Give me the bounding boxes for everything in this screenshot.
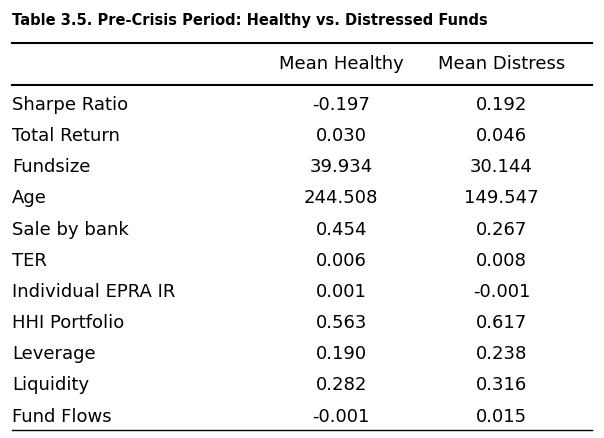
Text: -0.001: -0.001 (313, 407, 370, 425)
Text: 30.144: 30.144 (470, 158, 533, 176)
Text: Total Return: Total Return (12, 127, 120, 145)
Text: 244.508: 244.508 (304, 189, 379, 207)
Text: Table 3.5. Pre-Crisis Period: Healthy vs. Distressed Funds: Table 3.5. Pre-Crisis Period: Healthy vs… (12, 13, 488, 28)
Text: 0.001: 0.001 (316, 283, 367, 300)
Text: Sharpe Ratio: Sharpe Ratio (12, 96, 128, 114)
Text: Mean Healthy: Mean Healthy (279, 54, 403, 73)
Text: TER: TER (12, 251, 47, 269)
Text: 0.454: 0.454 (315, 220, 367, 238)
Text: 0.238: 0.238 (475, 345, 527, 363)
Text: Fund Flows: Fund Flows (12, 407, 112, 425)
Text: 0.282: 0.282 (315, 376, 367, 394)
Text: Sale by bank: Sale by bank (12, 220, 129, 238)
Text: 0.006: 0.006 (316, 251, 367, 269)
Text: Leverage: Leverage (12, 345, 95, 363)
Text: 149.547: 149.547 (464, 189, 539, 207)
Text: 0.267: 0.267 (475, 220, 527, 238)
Text: 0.046: 0.046 (476, 127, 527, 145)
Text: Mean Distress: Mean Distress (438, 54, 565, 73)
Text: -0.197: -0.197 (312, 96, 370, 114)
Text: 0.008: 0.008 (476, 251, 527, 269)
Text: HHI Portfolio: HHI Portfolio (12, 314, 124, 332)
Text: 39.934: 39.934 (310, 158, 373, 176)
Text: 0.563: 0.563 (315, 314, 367, 332)
Text: Individual EPRA IR: Individual EPRA IR (12, 283, 175, 300)
Text: Age: Age (12, 189, 47, 207)
Text: -0.001: -0.001 (473, 283, 530, 300)
Text: 0.617: 0.617 (476, 314, 527, 332)
Text: 0.192: 0.192 (475, 96, 527, 114)
Text: 0.316: 0.316 (476, 376, 527, 394)
Text: 0.190: 0.190 (316, 345, 367, 363)
Text: Liquidity: Liquidity (12, 376, 89, 394)
Text: 0.030: 0.030 (316, 127, 367, 145)
Text: Fundsize: Fundsize (12, 158, 91, 176)
Text: 0.015: 0.015 (476, 407, 527, 425)
